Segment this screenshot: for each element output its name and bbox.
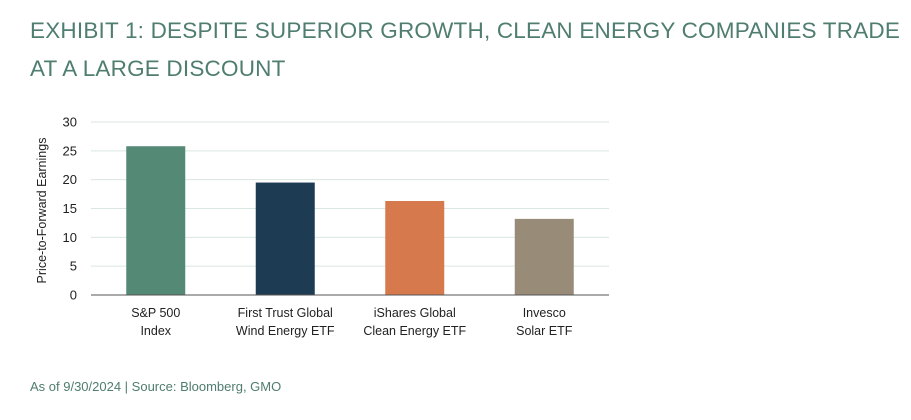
y-axis-ticks: 0 5 10 15 20 25 30: [63, 115, 77, 303]
y-tick-label: 15: [63, 201, 77, 216]
x-category-label: Solar ETF: [516, 324, 573, 338]
bar: [126, 146, 186, 295]
bars: [126, 146, 574, 295]
x-category-label: iShares Global: [374, 306, 456, 320]
x-category-label: First Trust Global: [238, 306, 333, 320]
bar: [514, 218, 574, 295]
x-category-label: Index: [140, 324, 171, 338]
y-tick-label: 30: [63, 115, 77, 130]
y-tick-label: 20: [63, 172, 77, 187]
x-category-label: S&P 500: [131, 306, 180, 320]
y-tick-label: 10: [63, 230, 77, 245]
chart-title: EXHIBIT 1: DESPITE SUPERIOR GROWTH, CLEA…: [30, 18, 901, 81]
y-tick-label: 0: [70, 288, 77, 303]
x-category-label: Clean Energy ETF: [363, 324, 466, 338]
y-tick-label: 25: [63, 143, 77, 158]
bar: [255, 182, 315, 295]
source-note: As of 9/30/2024 | Source: Bloomberg, GMO: [30, 379, 282, 394]
y-tick-label: 5: [70, 259, 77, 274]
x-category-label: Wind Energy ETF: [236, 324, 335, 338]
bar: [385, 201, 445, 295]
x-category-label: Invesco: [523, 306, 566, 320]
x-axis-categories: S&P 500 Index First Trust Global Wind Energ…: [131, 306, 573, 338]
y-axis-label: Price-to-Forward Earnings: [35, 138, 49, 284]
